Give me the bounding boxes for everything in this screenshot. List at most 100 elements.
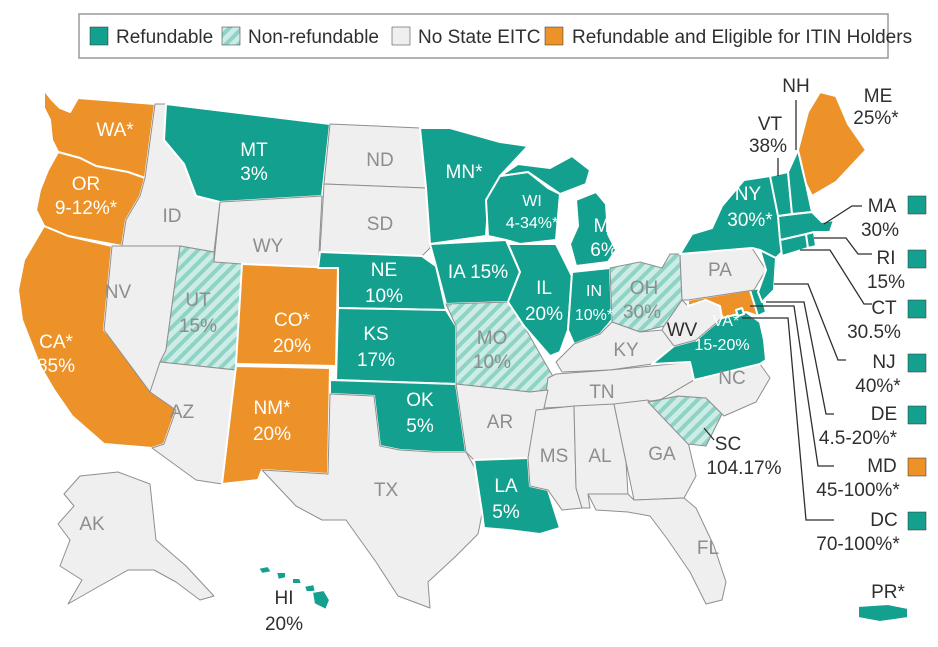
- label-ks: KS: [363, 324, 388, 345]
- label-pa: PA: [708, 260, 732, 281]
- leader-nj: [774, 283, 846, 361]
- state-il: [507, 243, 573, 357]
- label-wi-value: 4-34%*: [506, 215, 558, 232]
- callout-name-md: MD: [867, 456, 897, 477]
- state-ak: [57, 471, 215, 605]
- leader-ma: [823, 205, 862, 225]
- label-sc: SC: [715, 434, 741, 455]
- label-sc-value: 104.17%: [706, 458, 781, 479]
- label-ms: MS: [540, 446, 569, 467]
- state-de: [749, 287, 767, 317]
- state-mi: [569, 191, 617, 267]
- label-ks-value: 17%: [357, 350, 395, 371]
- label-mn: MN*: [446, 162, 484, 183]
- state-dc: [735, 307, 745, 317]
- label-pr: PR*: [871, 582, 905, 603]
- callout-value-ma: 30%: [861, 220, 899, 241]
- label-tx: TX: [374, 480, 399, 501]
- label-in-value: 10%*: [575, 307, 613, 324]
- callout-value-dc: 70-100%*: [816, 534, 900, 555]
- label-vt-value: 38%: [749, 136, 787, 157]
- state-wy: [213, 195, 323, 273]
- label-nc: NC: [718, 368, 745, 389]
- label-oh: OH: [630, 278, 659, 299]
- label-ut: UT: [185, 290, 211, 311]
- label-ca: CA*: [39, 332, 73, 353]
- legend-swatch-refundable: [89, 26, 109, 46]
- label-or: OR: [72, 174, 101, 195]
- label-wi: WI: [522, 193, 542, 210]
- label-ut-value: 15%: [179, 316, 217, 337]
- state-pr: [857, 603, 909, 623]
- label-ne-value: 10%: [365, 286, 403, 307]
- label-ny: NY: [735, 184, 762, 205]
- label-mt: MT: [240, 140, 268, 161]
- label-ia: IA 15%: [448, 262, 508, 283]
- label-hi-value: 20%: [265, 614, 303, 635]
- legend-label-refundable: Refundable: [116, 27, 213, 48]
- label-mo-value: 10%: [473, 352, 511, 373]
- label-ga: GA: [648, 444, 676, 465]
- callout-swatch-md: [907, 457, 927, 477]
- callout-name-ma: MA: [868, 196, 897, 217]
- label-fl: FL: [697, 538, 719, 559]
- callout-name-ri: RI: [877, 248, 896, 269]
- label-nv: NV: [105, 282, 132, 303]
- label-sd: SD: [367, 214, 393, 235]
- label-ne: NE: [371, 260, 397, 281]
- state-ma: [777, 211, 835, 241]
- label-ar: AR: [487, 412, 513, 433]
- label-co-value: 20%: [273, 336, 311, 357]
- label-or-value: 9-12%*: [55, 198, 118, 219]
- callout-value-md: 45-100%*: [816, 480, 900, 501]
- label-nh: NH: [782, 76, 809, 97]
- legend-swatch-none: [391, 26, 411, 46]
- leader-de: [766, 301, 834, 415]
- label-ok: OK: [406, 390, 434, 411]
- label-me-value: 25%*: [853, 108, 899, 129]
- state-me: [797, 91, 867, 197]
- label-mi: MI: [593, 216, 614, 237]
- label-in: IN: [586, 283, 602, 300]
- label-ny-value: 30%*: [727, 210, 773, 231]
- callout-swatch-dc: [907, 511, 927, 531]
- state-sd: [319, 183, 431, 257]
- label-tn: TN: [589, 382, 614, 403]
- label-la: LA: [494, 476, 518, 497]
- label-il-value: 20%: [525, 304, 563, 325]
- legend: Refundable Non-refundable No State EITC …: [78, 13, 912, 59]
- state-fl: [587, 493, 727, 605]
- state-ks: [335, 307, 457, 385]
- label-oh-value: 30%: [623, 302, 661, 323]
- label-il: IL: [536, 278, 552, 299]
- callout-swatch-ma: [907, 195, 927, 215]
- legend-label-itin: Refundable and Eligible for ITIN Holders: [572, 27, 912, 48]
- callout-name-de: DE: [871, 404, 897, 425]
- state-hi: [257, 565, 331, 611]
- legend-label-none: No State EITC: [418, 27, 541, 48]
- legend-swatch-nonrefundable: [221, 26, 241, 46]
- callout-value-ri: 15%: [867, 272, 905, 293]
- leader-sc: [703, 427, 715, 441]
- callout-value-de: 4.5-20%*: [819, 428, 898, 449]
- label-va: VA*: [713, 313, 739, 330]
- label-mi-value: 6%: [590, 240, 618, 261]
- label-me: ME: [864, 86, 893, 107]
- state-mi-upper: [499, 155, 591, 195]
- label-ok-value: 5%: [406, 416, 434, 437]
- callout-value-ct: 30.5%: [847, 322, 901, 343]
- callout-name-dc: DC: [870, 510, 897, 531]
- callout-name-nj: NJ: [872, 352, 895, 373]
- label-wv: WV: [667, 320, 698, 341]
- label-wy: WY: [253, 236, 284, 257]
- label-nm: NM*: [254, 398, 292, 419]
- label-va-value: 15-20%: [694, 337, 749, 354]
- callout-swatch-ri: [907, 249, 927, 269]
- label-mt-value: 3%: [240, 164, 268, 185]
- legend-swatch-itin: [544, 26, 564, 46]
- state-tx: [261, 393, 483, 609]
- state-nh: [787, 149, 813, 215]
- legend-label-nonrefundable: Non-refundable: [248, 27, 379, 48]
- label-la-value: 5%: [492, 502, 520, 523]
